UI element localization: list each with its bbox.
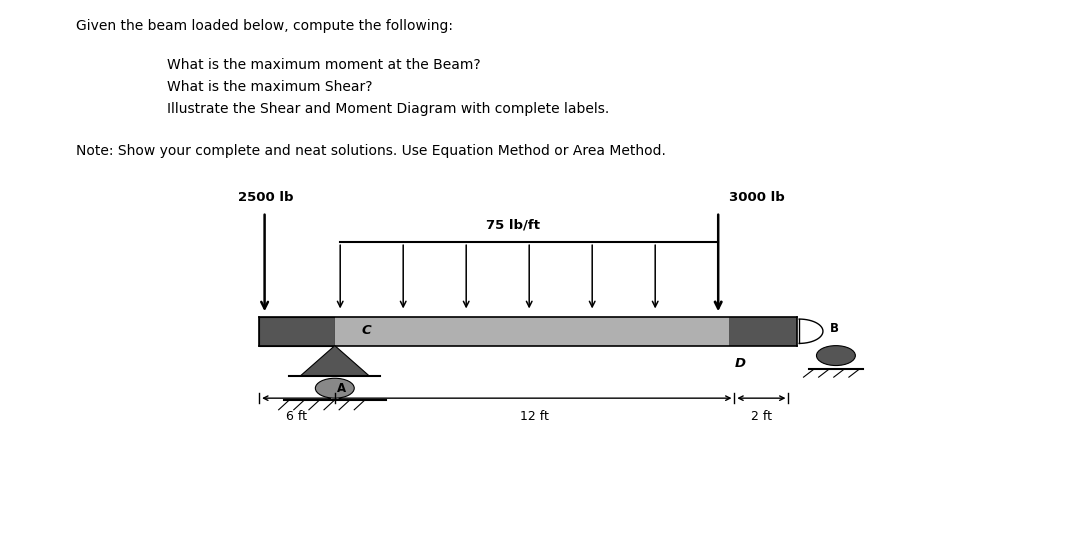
Bar bbox=[335, 317, 729, 346]
Text: 3000 lb: 3000 lb bbox=[729, 190, 785, 204]
Circle shape bbox=[816, 346, 855, 366]
Text: What is the maximum moment at the Beam?: What is the maximum moment at the Beam? bbox=[167, 58, 481, 72]
Text: 75 lb/ft: 75 lb/ft bbox=[486, 218, 540, 231]
Text: What is the maximum Shear?: What is the maximum Shear? bbox=[167, 80, 373, 94]
Text: Note: Show your complete and neat solutions. Use Equation Method or Area Method.: Note: Show your complete and neat soluti… bbox=[76, 144, 665, 158]
Text: C: C bbox=[362, 324, 372, 337]
Circle shape bbox=[315, 378, 354, 398]
Text: 6 ft: 6 ft bbox=[286, 410, 308, 424]
Text: 2 ft: 2 ft bbox=[751, 410, 772, 424]
Bar bbox=[729, 317, 797, 346]
Text: 2500 lb: 2500 lb bbox=[238, 190, 293, 204]
Text: A: A bbox=[337, 382, 346, 395]
Text: Illustrate the Shear and Moment Diagram with complete labels.: Illustrate the Shear and Moment Diagram … bbox=[167, 102, 609, 116]
Bar bbox=[259, 317, 335, 346]
Text: Given the beam loaded below, compute the following:: Given the beam loaded below, compute the… bbox=[76, 19, 453, 33]
Polygon shape bbox=[300, 346, 369, 376]
Text: D: D bbox=[734, 357, 745, 370]
Text: B: B bbox=[829, 322, 838, 336]
Text: 12 ft: 12 ft bbox=[521, 410, 549, 424]
